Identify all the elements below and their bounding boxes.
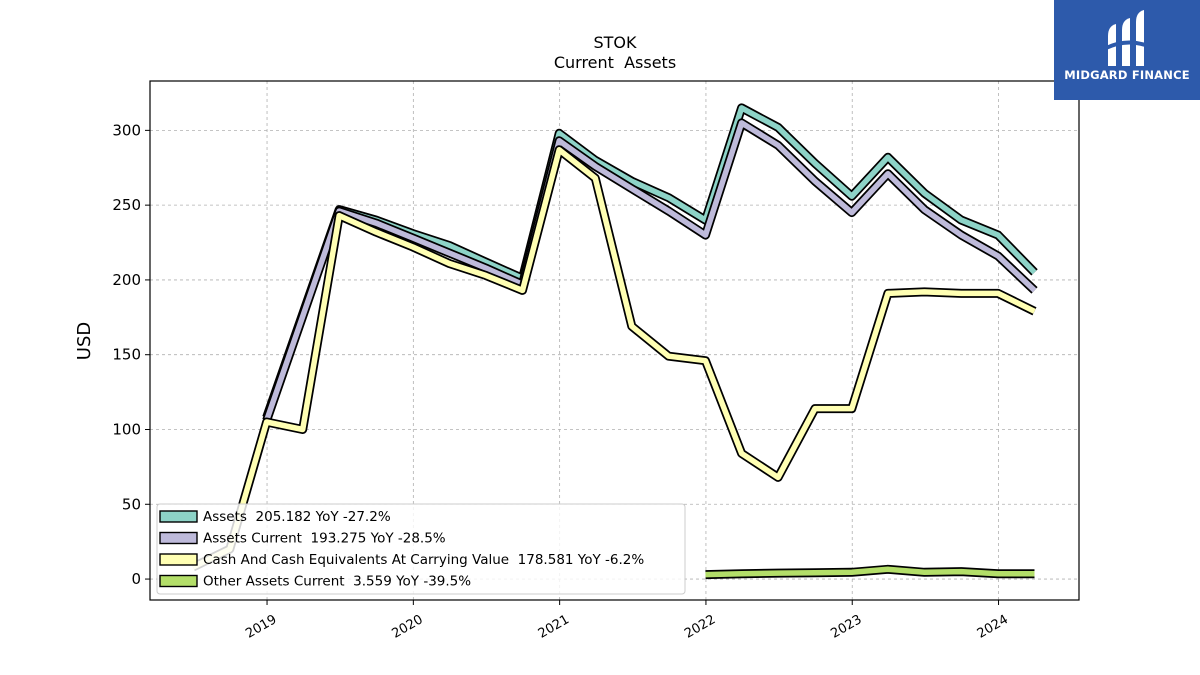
- series-lines: [190, 103, 1038, 580]
- series-line: [705, 566, 1035, 578]
- chart-subtitle: Current Assets: [554, 53, 676, 72]
- y-tick-label: 300: [112, 121, 141, 139]
- x-axis: 2019 2020 2021 2022 2023 2024: [243, 600, 1011, 642]
- plot-area: [149, 80, 1080, 601]
- x-tick-label: 2024: [975, 612, 1011, 642]
- legend-item: Assets Current 193.275 YoY -28.5%: [159, 531, 446, 547]
- y-tick-label: 50: [122, 495, 141, 513]
- legend-swatch: [159, 574, 198, 588]
- y-axis-label: USD: [74, 322, 95, 360]
- legend-swatch: [159, 553, 198, 566]
- series-line: [264, 120, 1037, 422]
- series-1: [262, 103, 1038, 419]
- y-tick-label: 100: [112, 420, 141, 438]
- legend-item: Assets 205.182 YoY -27.2%: [159, 509, 391, 525]
- series-line: [191, 147, 1036, 570]
- y-axis: 0 50 100 150 200 250 300: [112, 121, 150, 588]
- x-tick-label: 2019: [243, 612, 279, 642]
- legend: Assets 205.182 YoY -27.2% Assets Current …: [156, 503, 686, 595]
- x-tick-label: 2020: [390, 612, 426, 642]
- y-tick-label: 250: [112, 196, 141, 214]
- y-tick-label: 0: [131, 570, 141, 588]
- series-line: [264, 105, 1037, 419]
- series-2: [262, 118, 1038, 422]
- x-tick-label: 2022: [682, 612, 718, 642]
- brand-name: MIDGARD FINANCE: [1064, 68, 1190, 82]
- y-tick-label: 150: [112, 346, 141, 364]
- legend-item: Cash And Cash Equivalents At Carrying Va…: [159, 552, 644, 568]
- series-4: [705, 564, 1035, 580]
- brand-logo: MIDGARD FINANCE: [1054, 0, 1200, 100]
- x-tick-label: 2021: [536, 612, 572, 642]
- y-tick-label: 200: [112, 271, 141, 289]
- series-3: [190, 145, 1037, 572]
- legend-label: Assets 205.182 YoY -27.2%: [203, 509, 391, 525]
- legend-label: Other Assets Current 3.559 YoY -39.5%: [203, 574, 471, 590]
- legend-item: Other Assets Current 3.559 YoY -39.5%: [159, 574, 471, 590]
- legend-swatch: [159, 510, 198, 523]
- x-tick-label: 2023: [828, 612, 864, 642]
- legend-box: [156, 503, 686, 595]
- legend-label: Cash And Cash Equivalents At Carrying Va…: [203, 552, 644, 568]
- legend-swatch: [159, 531, 198, 545]
- chart-title: STOK: [593, 33, 637, 52]
- legend-label: Assets Current 193.275 YoY -28.5%: [203, 531, 446, 547]
- brand-logo-icon: [1105, 10, 1149, 66]
- series-line-outline: [262, 118, 1038, 422]
- series-line-outline: [262, 103, 1038, 419]
